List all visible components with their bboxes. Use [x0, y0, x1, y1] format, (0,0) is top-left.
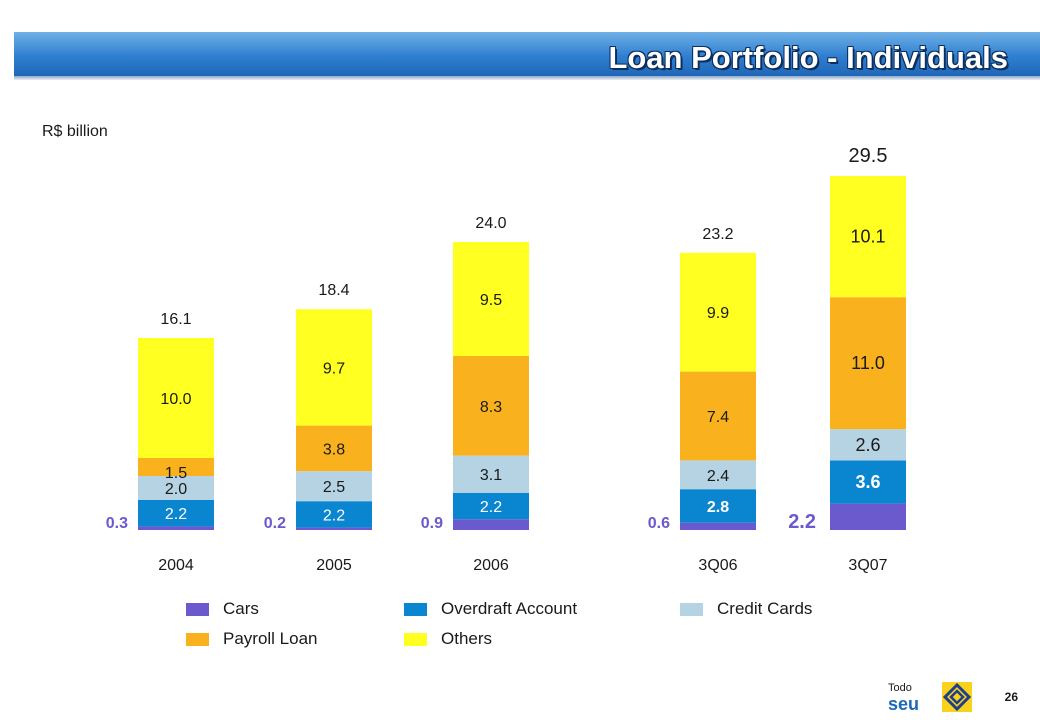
bar-segment-2004-payroll-loan — [138, 458, 214, 476]
total-label-2004: 16.1 — [160, 311, 191, 328]
data-label-credit-cards-2005: 2.5 — [323, 479, 345, 496]
bar-segment-3Q06-others — [680, 252, 756, 372]
data-label-others-2005: 9.7 — [323, 360, 345, 377]
data-label-cars-2005: 0.2 — [264, 515, 286, 532]
bar-segment-2005-overdraft-account — [296, 501, 372, 528]
data-label-payroll-loan-2004: 1.5 — [165, 465, 187, 482]
page-number: 26 — [1004, 690, 1018, 704]
total-label-3Q06: 23.2 — [702, 226, 733, 243]
bar-segment-2006-others — [453, 242, 529, 356]
bar-segment-2004-credit-cards — [138, 476, 214, 500]
data-label-others-3Q06: 9.9 — [707, 305, 729, 322]
data-label-cars-3Q07: 2.2 — [788, 511, 816, 533]
bar-segment-2004-overdraft-account — [138, 500, 214, 527]
category-label-2004: 2004 — [158, 557, 194, 574]
data-label-credit-cards-2004: 2.0 — [165, 481, 187, 498]
bar-segment-3Q07-cars — [830, 503, 906, 530]
data-label-payroll-loan-2005: 3.8 — [323, 441, 345, 458]
bar-segment-2005-credit-cards — [296, 471, 372, 502]
data-label-credit-cards-3Q07: 2.6 — [855, 435, 880, 455]
data-label-overdraft-2005: 2.2 — [323, 507, 345, 524]
data-label-others-2006: 9.5 — [480, 292, 502, 309]
data-label-overdraft-3Q07: 3.6 — [855, 472, 880, 492]
bar-segment-3Q06-payroll-loan — [680, 371, 756, 461]
data-label-overdraft-3Q06: 2.8 — [707, 499, 729, 516]
brand-logo: Todo seu — [888, 682, 978, 714]
bar-segment-3Q06-credit-cards — [680, 460, 756, 490]
title-banner-shadow — [14, 76, 1040, 80]
data-label-others-2004: 10.0 — [160, 391, 191, 408]
category-label-3Q07: 3Q07 — [848, 557, 887, 574]
bar-segment-2006-credit-cards — [453, 455, 529, 493]
bar-segment-2005-others — [296, 309, 372, 426]
category-label-2006: 2006 — [473, 557, 509, 574]
data-label-cars-3Q06: 0.6 — [648, 515, 670, 532]
unit-label: R$ billion — [42, 123, 108, 140]
data-label-others-3Q07: 10.1 — [850, 227, 885, 247]
data-label-cars-2004: 0.3 — [106, 515, 128, 532]
bar-segment-3Q06-cars — [680, 522, 756, 530]
title-banner — [14, 32, 1040, 76]
total-label-2005: 18.4 — [318, 282, 349, 299]
data-label-overdraft-2004: 2.2 — [165, 506, 187, 523]
bar-segment-2006-cars — [453, 519, 529, 530]
brand-large-text: seu — [888, 694, 920, 714]
bar-segment-2004-cars — [138, 526, 214, 530]
bar-segment-3Q07-overdraft-account — [830, 460, 906, 504]
bar-segment-3Q06-overdraft-account — [680, 489, 756, 523]
bar-segment-2005-cars — [296, 527, 372, 530]
bar-segment-3Q07-credit-cards — [830, 429, 906, 461]
brand-small-text: Todo — [888, 682, 912, 694]
data-label-overdraft-2006: 2.2 — [480, 499, 502, 516]
data-label-payroll-loan-2006: 8.3 — [480, 399, 502, 416]
bank-logo-icon — [942, 682, 972, 712]
category-label-3Q06: 3Q06 — [698, 557, 737, 574]
data-label-payroll-loan-3Q06: 7.4 — [707, 409, 729, 426]
page-title: Loan Portfolio - Individuals — [608, 40, 1008, 75]
total-label-3Q07: 29.5 — [849, 145, 888, 167]
category-label-2005: 2005 — [316, 557, 352, 574]
bar-segment-2005-payroll-loan — [296, 425, 372, 472]
bar-segment-3Q07-payroll-loan — [830, 297, 906, 430]
data-label-credit-cards-2006: 3.1 — [480, 467, 502, 484]
bar-segment-3Q07-others — [830, 176, 906, 298]
total-label-2006: 24.0 — [475, 215, 506, 232]
data-label-payroll-loan-3Q07: 11.0 — [851, 353, 885, 373]
bar-segment-2006-payroll-loan — [453, 356, 529, 456]
data-label-cars-2006: 0.9 — [421, 515, 443, 532]
bar-segment-2006-overdraft-account — [453, 492, 529, 520]
data-label-credit-cards-3Q06: 2.4 — [707, 468, 729, 485]
bar-segment-2004-others — [138, 338, 214, 458]
